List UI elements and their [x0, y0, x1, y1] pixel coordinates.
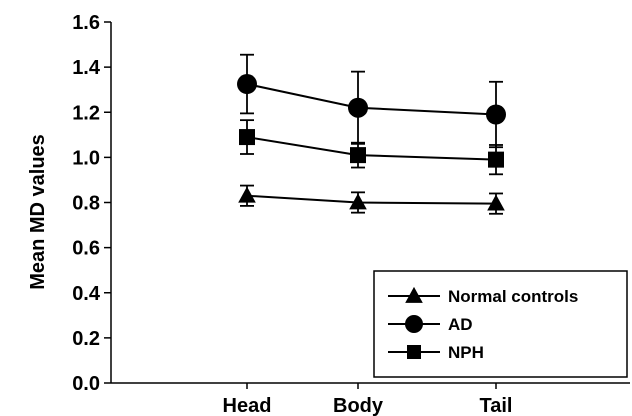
series-ad [237, 53, 506, 149]
legend-label: NPH [448, 343, 484, 362]
series-line [246, 136, 497, 161]
legend-item: NPH [388, 343, 484, 362]
y-tick-label: 1.4 [72, 57, 101, 79]
data-point [348, 97, 368, 118]
legend: Normal controls AD NPH [373, 270, 628, 378]
series-line [246, 194, 497, 205]
data-point [239, 129, 255, 146]
series-layer [237, 53, 506, 215]
y-tick-label: 0.0 [72, 373, 100, 395]
legend-marker [405, 286, 423, 303]
legend-label: AD [448, 315, 473, 334]
series-line [246, 83, 497, 116]
legend-marker [405, 315, 423, 333]
series-nph [239, 119, 504, 176]
y-tick-label: 0.2 [72, 328, 100, 350]
x-tick-label: Body [333, 395, 384, 416]
legend-label: Normal controls [448, 287, 578, 306]
y-axis-label: Mean MD values [27, 134, 49, 290]
data-point [349, 193, 367, 210]
y-tick-label: 1.6 [72, 12, 100, 34]
data-point [488, 151, 504, 168]
x-tick-label: Head [223, 395, 272, 416]
data-point [487, 194, 505, 211]
data-point [237, 74, 257, 95]
legend-item: Normal controls [388, 286, 578, 306]
data-point [486, 104, 506, 125]
series-normal-controls [238, 184, 505, 215]
data-point [350, 147, 366, 164]
legend-marker [407, 345, 421, 359]
legend-item: AD [388, 315, 473, 334]
y-tick-label: 0.4 [72, 283, 101, 305]
data-point [238, 186, 256, 203]
y-tick-label: 1.0 [72, 147, 100, 169]
y-tick-label: 0.6 [72, 238, 100, 260]
y-tick-label: 0.8 [72, 193, 100, 215]
y-tick-label: 1.2 [72, 102, 100, 124]
axes: 0.0 0.2 0.4 0.6 0.8 1.0 1.2 1.4 1.6 Head Body Tail [72, 12, 630, 416]
x-tick-label: Tail [480, 395, 513, 416]
